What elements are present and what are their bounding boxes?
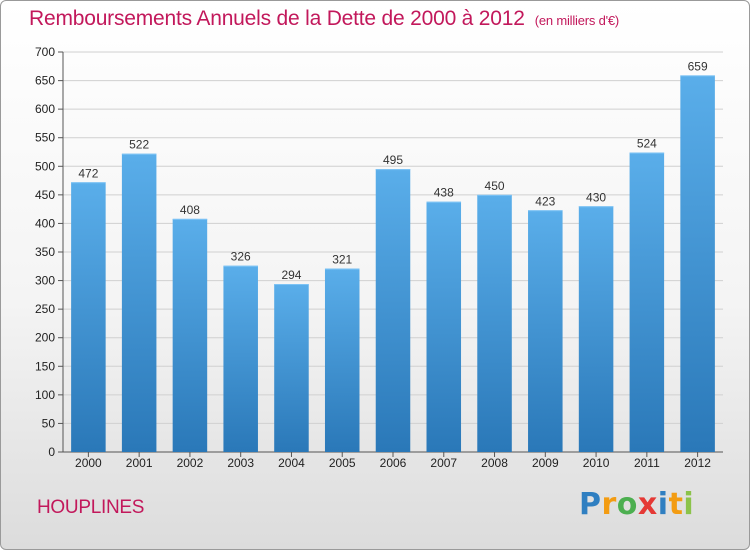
x-tick-label: 2002 — [177, 456, 204, 470]
town-name: HOUPLINES — [37, 497, 145, 518]
data-label: 423 — [535, 194, 555, 208]
data-label: 522 — [129, 138, 149, 152]
chart-unit: (en milliers d'€) — [534, 13, 620, 28]
data-label: 495 — [383, 153, 403, 167]
labels: 0 50 100 150 200 250 300 350 400 450 500 550 600 650 7… — [35, 45, 711, 470]
bar — [375, 169, 411, 452]
data-label: 294 — [281, 268, 301, 282]
x-tick-label: 2004 — [278, 456, 305, 470]
y-tick-label: 600 — [35, 102, 55, 116]
proxiti-logo[interactable]: Proxiti — [579, 487, 695, 522]
bars — [71, 75, 715, 453]
y-tick-label: 100 — [35, 388, 55, 402]
data-label: 438 — [434, 186, 454, 200]
x-tick-label: 2005 — [329, 456, 356, 470]
y-tick-label: 650 — [35, 74, 55, 88]
chart-title-text: Remboursements Annuels de la Dette de 20… — [29, 7, 525, 30]
bar — [629, 152, 665, 453]
data-label: 408 — [180, 203, 200, 217]
bar — [680, 75, 715, 452]
bar — [172, 218, 208, 452]
data-label: 326 — [231, 250, 251, 264]
data-label: 524 — [637, 137, 657, 151]
bar — [121, 153, 157, 452]
x-tick-label: 2009 — [532, 456, 559, 470]
x-tick-label: 2001 — [126, 456, 153, 470]
bar — [477, 194, 512, 452]
x-tick-label: 2011 — [634, 456, 660, 470]
bar — [324, 268, 360, 452]
x-tick-label: 2010 — [583, 456, 610, 470]
x-tick-label: 2008 — [481, 456, 508, 470]
bar — [223, 265, 258, 452]
y-tick-label: 350 — [35, 245, 55, 259]
data-label: 450 — [485, 179, 505, 193]
data-label: 472 — [78, 166, 98, 180]
y-tick-label: 0 — [48, 445, 55, 459]
x-tick-label: 2006 — [380, 456, 407, 470]
y-tick-label: 50 — [42, 416, 56, 430]
bar — [426, 201, 462, 452]
x-tick-label: 2007 — [430, 456, 457, 470]
x-tick-label: 2012 — [684, 456, 711, 470]
bar — [71, 182, 106, 453]
y-tick-label: 400 — [35, 216, 55, 230]
y-tick-label: 450 — [35, 188, 55, 202]
bar — [528, 210, 563, 452]
bar — [578, 206, 614, 452]
y-tick-label: 300 — [35, 274, 55, 288]
x-tick-label: 2003 — [227, 456, 254, 470]
bar — [274, 284, 309, 452]
chart-title: Remboursements Annuels de la Dette de 20… — [29, 7, 619, 31]
x-tick-label: 2000 — [75, 456, 102, 470]
y-tick-label: 700 — [35, 45, 55, 59]
y-tick-label: 500 — [35, 159, 55, 173]
y-tick-label: 200 — [35, 331, 55, 345]
data-label: 321 — [332, 253, 352, 267]
y-tick-label: 150 — [35, 359, 55, 373]
data-label: 659 — [688, 59, 708, 73]
y-tick-label: 250 — [35, 302, 55, 316]
data-label: 430 — [586, 190, 606, 204]
y-tick-label: 550 — [35, 131, 55, 145]
